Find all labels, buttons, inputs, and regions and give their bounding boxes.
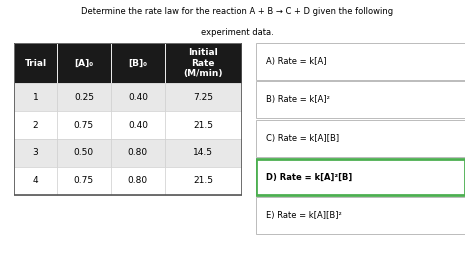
- Bar: [165, 83, 242, 111]
- Text: 3: 3: [33, 148, 38, 157]
- Text: 7.25: 7.25: [193, 93, 213, 102]
- Bar: [111, 111, 165, 139]
- Text: Trial: Trial: [25, 59, 46, 68]
- Text: 0.80: 0.80: [128, 176, 148, 185]
- Text: 21.5: 21.5: [193, 121, 213, 130]
- Bar: [165, 111, 242, 139]
- Bar: [14, 43, 242, 195]
- Bar: [57, 83, 111, 111]
- Text: [A]₀: [A]₀: [74, 59, 93, 68]
- Bar: [256, 43, 465, 80]
- Text: 21.5: 21.5: [193, 176, 213, 185]
- Text: 0.75: 0.75: [74, 121, 94, 130]
- Bar: [111, 43, 165, 83]
- Bar: [165, 139, 242, 167]
- Text: [B]₀: [B]₀: [128, 59, 147, 68]
- Bar: [256, 81, 465, 118]
- Bar: [57, 167, 111, 195]
- Text: 1: 1: [33, 93, 38, 102]
- Bar: [57, 111, 111, 139]
- Text: B) Rate = k[A]²: B) Rate = k[A]²: [266, 95, 330, 104]
- Bar: [256, 120, 465, 157]
- Text: 0.50: 0.50: [74, 148, 94, 157]
- Text: C) Rate = k[A][B]: C) Rate = k[A][B]: [266, 134, 339, 143]
- Text: E) Rate = k[A][B]²: E) Rate = k[A][B]²: [266, 211, 342, 220]
- Bar: [14, 43, 57, 83]
- Bar: [256, 159, 465, 195]
- Text: A) Rate = k[A]: A) Rate = k[A]: [266, 57, 327, 66]
- Bar: [14, 167, 57, 195]
- Text: Initial
Rate
(M/min): Initial Rate (M/min): [183, 48, 223, 78]
- Text: experiment data.: experiment data.: [201, 28, 273, 37]
- Bar: [57, 139, 111, 167]
- Text: D) Rate = k[A]²[B]: D) Rate = k[A]²[B]: [266, 173, 353, 181]
- Bar: [165, 167, 242, 195]
- Text: 0.25: 0.25: [74, 93, 94, 102]
- Text: 4: 4: [33, 176, 38, 185]
- Text: 14.5: 14.5: [193, 148, 213, 157]
- Text: 0.40: 0.40: [128, 121, 148, 130]
- Bar: [57, 43, 111, 83]
- Bar: [111, 167, 165, 195]
- Bar: [111, 139, 165, 167]
- Text: 0.40: 0.40: [128, 93, 148, 102]
- Text: 0.75: 0.75: [74, 176, 94, 185]
- Bar: [14, 111, 57, 139]
- Bar: [14, 83, 57, 111]
- Text: 2: 2: [33, 121, 38, 130]
- Bar: [256, 197, 465, 234]
- Bar: [14, 139, 57, 167]
- Text: Determine the rate law for the reaction A + B → C + D given the following: Determine the rate law for the reaction …: [81, 7, 393, 16]
- Bar: [111, 83, 165, 111]
- Bar: [165, 43, 242, 83]
- Text: 0.80: 0.80: [128, 148, 148, 157]
